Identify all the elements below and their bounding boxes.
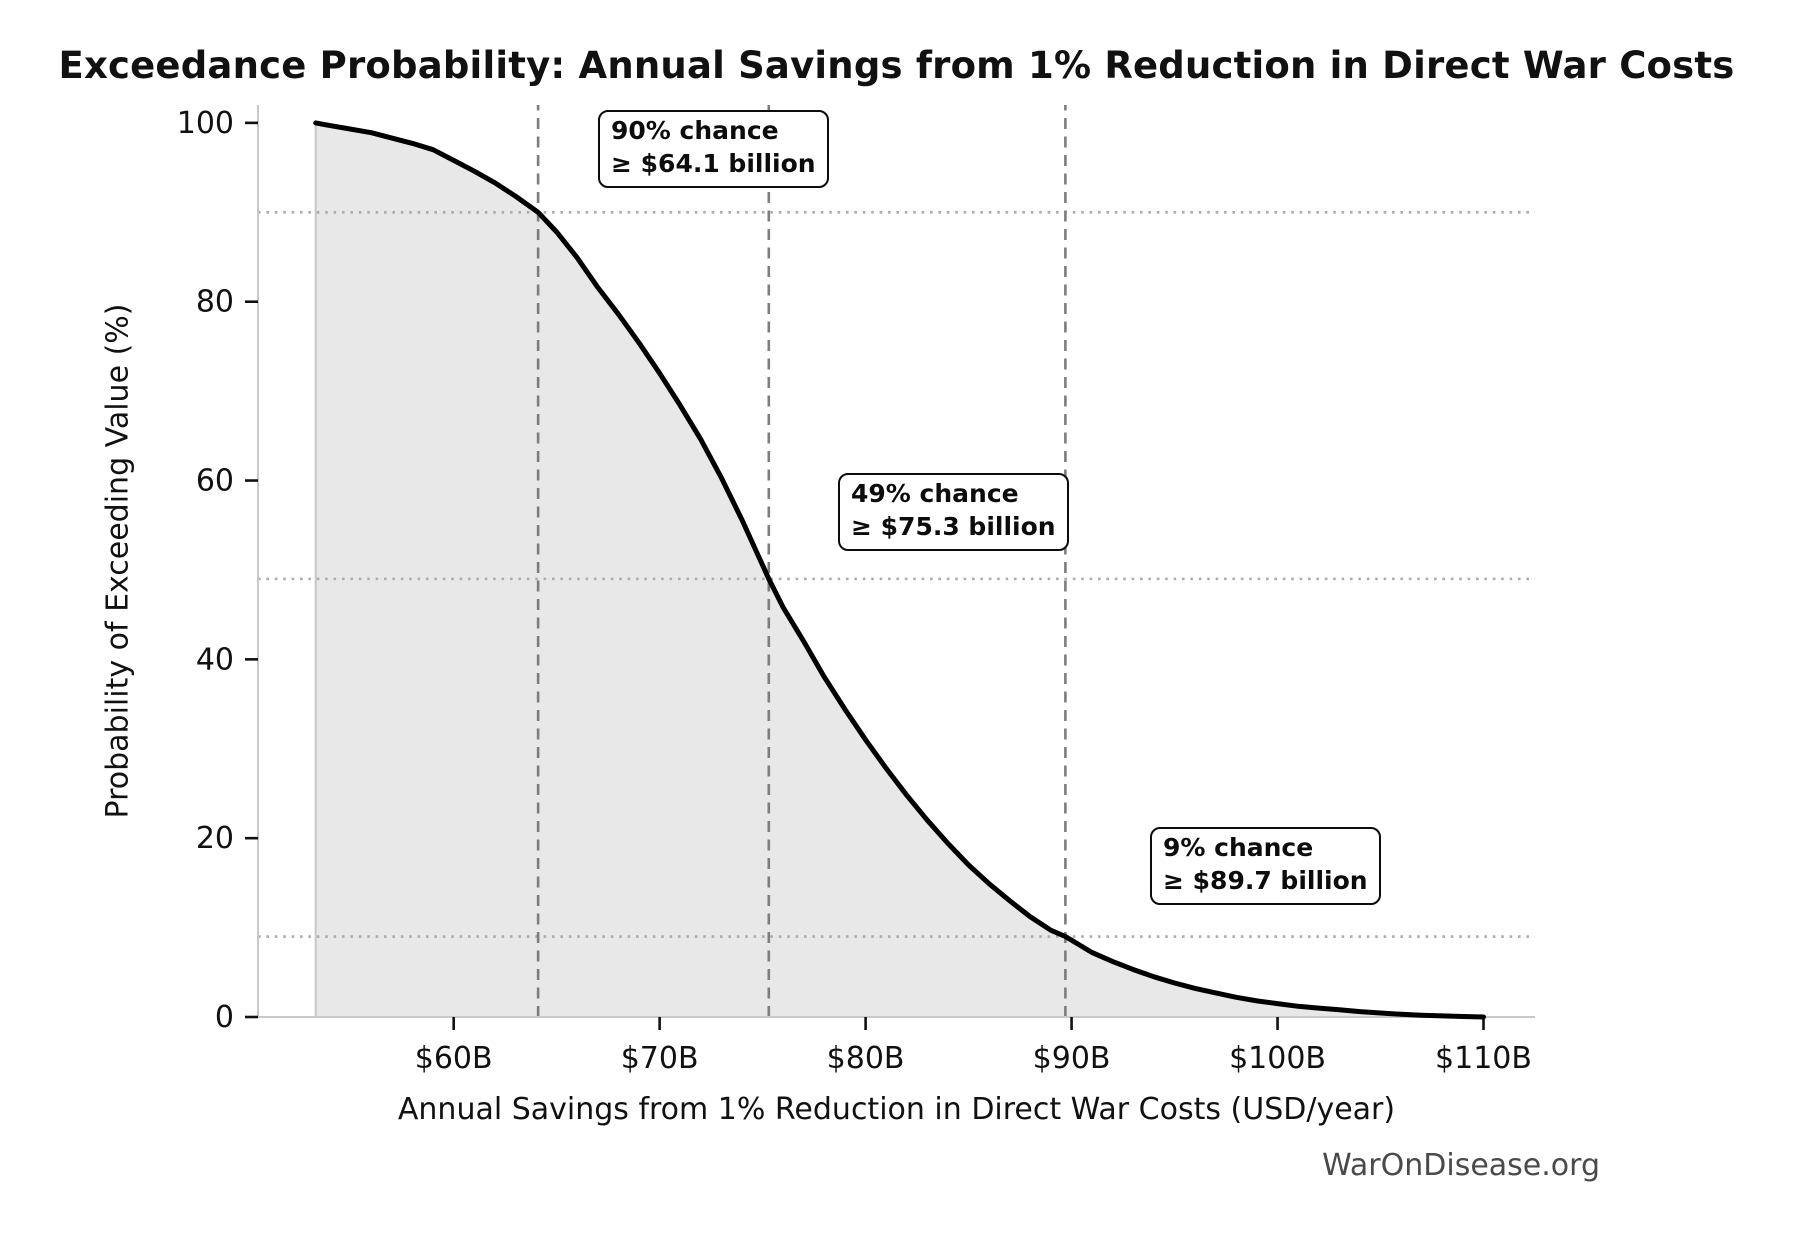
annotation-line-2: ≥ $89.7 billion bbox=[1163, 866, 1368, 896]
annotation-line-1: 9% chance bbox=[1163, 833, 1314, 862]
x-tick-label: $90B bbox=[1033, 1041, 1111, 1076]
annotation-90pct-chance: 90% chance ≥ $64.1 billion bbox=[598, 110, 829, 188]
y-tick-label: 60 bbox=[196, 464, 234, 499]
exceedance-curve bbox=[313, 120, 1486, 1020]
x-axis-label: Annual Savings from 1% Reduction in Dire… bbox=[397, 1092, 1396, 1127]
x-tick-label: $70B bbox=[621, 1041, 699, 1076]
x-tick-label: $100B bbox=[1229, 1041, 1326, 1076]
chart-title: Exceedance Probability: Annual Savings f… bbox=[58, 44, 1735, 87]
annotation-line-2: ≥ $75.3 billion bbox=[851, 512, 1056, 542]
watermark-text: WarOnDisease.org bbox=[1322, 1148, 1600, 1183]
y-axis-label: Probability of Exceeding Value (%) bbox=[100, 303, 136, 819]
area-fill bbox=[315, 122, 1484, 1017]
annotation-line-2: ≥ $64.1 billion bbox=[611, 149, 816, 179]
y-tick-label: 0 bbox=[215, 1000, 234, 1035]
annotation-9pct-chance: 9% chance ≥ $89.7 billion bbox=[1150, 827, 1381, 905]
annotation-49pct-chance: 49% chance ≥ $75.3 billion bbox=[838, 473, 1069, 551]
annotation-line-1: 49% chance bbox=[851, 479, 1019, 508]
x-tick-label: $80B bbox=[827, 1041, 905, 1076]
y-tick-label: 100 bbox=[177, 106, 234, 141]
y-tick-label: 40 bbox=[196, 642, 234, 677]
y-tick-label: 80 bbox=[196, 285, 234, 320]
x-tick-label: $60B bbox=[415, 1041, 493, 1076]
x-tick-label: $110B bbox=[1435, 1041, 1532, 1076]
y-tick-label: 20 bbox=[196, 821, 234, 856]
annotation-line-1: 90% chance bbox=[611, 116, 779, 145]
